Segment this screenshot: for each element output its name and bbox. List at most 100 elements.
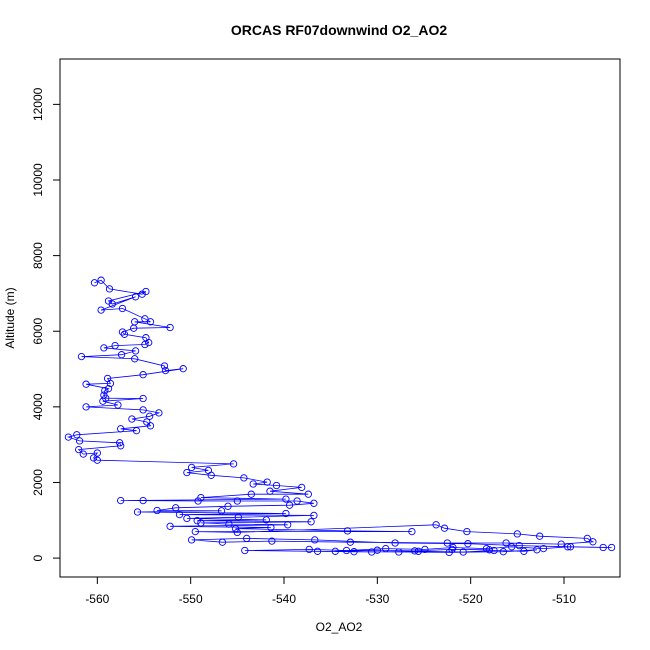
data-point (485, 546, 493, 554)
data-point (233, 497, 241, 505)
data-point (233, 528, 241, 537)
data-point (249, 480, 257, 488)
data-point (142, 287, 150, 296)
data-point (145, 338, 153, 347)
data-point (533, 546, 541, 554)
data-point (508, 543, 516, 551)
data-point (217, 507, 226, 515)
data-point (146, 318, 155, 326)
data-point (111, 341, 119, 350)
data-point (93, 456, 101, 464)
data-point (93, 449, 101, 457)
x-tick-label: -550 (179, 592, 203, 606)
data-point (513, 530, 521, 538)
data-point (499, 548, 507, 556)
data-point (89, 454, 98, 462)
y-tick-label: 10000 (31, 163, 45, 197)
y-tick-label: 12000 (31, 87, 45, 121)
data-point (117, 351, 126, 359)
data-point (310, 499, 318, 507)
data-point (120, 330, 129, 338)
data-series (64, 276, 616, 557)
x-tick-label: -530 (365, 592, 389, 606)
data-point (143, 418, 151, 426)
data-point (564, 543, 572, 551)
data-point (183, 514, 191, 523)
data-point (117, 442, 125, 450)
y-axis-label: Altitude (m) (3, 287, 17, 348)
data-point (298, 483, 306, 492)
data-point (187, 536, 196, 544)
data-point (183, 468, 191, 477)
data-point (175, 510, 184, 519)
data-point (599, 543, 607, 552)
data-point (382, 544, 390, 553)
series-line (67, 279, 612, 553)
data-point (117, 425, 125, 433)
data-point (342, 546, 351, 555)
data-point (100, 344, 108, 352)
data-point (305, 545, 313, 554)
data-point (243, 534, 251, 543)
data-point (247, 490, 255, 498)
data-point (116, 439, 124, 447)
data-point (77, 352, 86, 361)
data-point (583, 534, 591, 543)
data-point (161, 366, 170, 375)
data-point (172, 504, 180, 512)
data-point (331, 547, 339, 555)
data-point (566, 543, 575, 551)
data-point (408, 527, 416, 536)
y-tick-label: 8000 (31, 242, 45, 269)
series-layer (64, 276, 616, 557)
data-point (272, 481, 281, 490)
data-point (515, 541, 523, 550)
data-point (440, 524, 449, 532)
data-point (350, 548, 358, 556)
data-point (464, 540, 472, 548)
data-point (268, 537, 276, 545)
data-point (234, 513, 242, 521)
data-point (90, 279, 99, 287)
data-point (139, 394, 147, 403)
data-point (395, 548, 403, 556)
x-tick-label: -520 (459, 592, 483, 606)
data-point (197, 519, 205, 527)
data-point (490, 546, 498, 555)
data-point (166, 323, 174, 332)
data-point (589, 538, 597, 546)
data-point (241, 546, 249, 555)
data-point (207, 471, 215, 479)
y-tick-label: 4000 (31, 393, 45, 420)
data-point (118, 328, 127, 336)
data-point (311, 536, 319, 544)
data-point (105, 285, 114, 293)
data-point (108, 300, 116, 308)
data-point (128, 415, 136, 423)
y-tick-label: 0 (31, 554, 45, 561)
data-point (104, 385, 113, 393)
data-point (218, 538, 227, 546)
data-point (99, 397, 107, 405)
data-point (285, 501, 294, 509)
data-point (448, 545, 456, 554)
data-point (307, 518, 315, 526)
data-point (118, 304, 127, 313)
data-point (73, 431, 81, 439)
data-point (166, 522, 174, 530)
data-point (443, 539, 451, 547)
data-point (536, 532, 544, 540)
x-tick-label: -540 (272, 592, 296, 606)
data-point (414, 547, 423, 555)
data-point (187, 463, 196, 472)
x-tick-label: -510 (552, 592, 576, 606)
y-tick-label: 6000 (31, 318, 45, 345)
data-point (463, 527, 471, 536)
data-point (313, 547, 322, 555)
data-point (191, 527, 199, 536)
data-point (282, 495, 290, 503)
data-point (293, 497, 301, 505)
data-point (304, 490, 312, 498)
x-tick-label: -560 (85, 592, 109, 606)
